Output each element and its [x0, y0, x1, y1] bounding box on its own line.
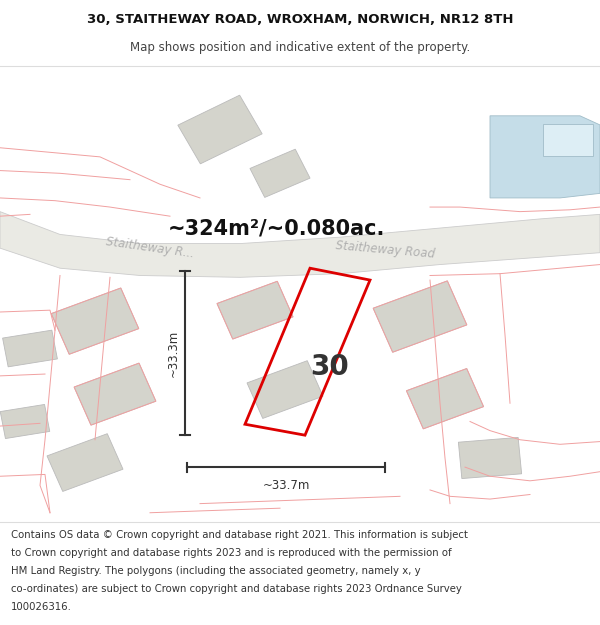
Polygon shape: [490, 116, 600, 198]
Text: co-ordinates) are subject to Crown copyright and database rights 2023 Ordnance S: co-ordinates) are subject to Crown copyr…: [11, 584, 461, 594]
Text: HM Land Registry. The polygons (including the associated geometry, namely x, y: HM Land Registry. The polygons (includin…: [11, 566, 421, 576]
Polygon shape: [178, 95, 262, 164]
Text: ~33.3m: ~33.3m: [167, 329, 179, 377]
Polygon shape: [406, 369, 484, 429]
Text: ~33.7m: ~33.7m: [262, 479, 310, 492]
Polygon shape: [250, 149, 310, 198]
Polygon shape: [74, 363, 156, 425]
Text: Map shows position and indicative extent of the property.: Map shows position and indicative extent…: [130, 41, 470, 54]
Polygon shape: [51, 288, 139, 354]
Polygon shape: [47, 434, 123, 491]
Text: 30: 30: [311, 352, 349, 381]
Text: Staitheway Road: Staitheway Road: [335, 239, 436, 261]
Polygon shape: [0, 212, 600, 278]
Polygon shape: [0, 404, 50, 439]
Polygon shape: [2, 330, 58, 367]
Text: 100026316.: 100026316.: [11, 602, 71, 612]
Polygon shape: [458, 438, 521, 479]
Text: Contains OS data © Crown copyright and database right 2021. This information is : Contains OS data © Crown copyright and d…: [11, 530, 468, 540]
Text: Staitheway R...: Staitheway R...: [105, 236, 195, 261]
Text: ~324m²/~0.080ac.: ~324m²/~0.080ac.: [168, 218, 385, 238]
Polygon shape: [247, 361, 323, 419]
Polygon shape: [217, 281, 293, 339]
Polygon shape: [373, 281, 467, 352]
Text: to Crown copyright and database rights 2023 and is reproduced with the permissio: to Crown copyright and database rights 2…: [11, 548, 451, 558]
Polygon shape: [543, 124, 593, 156]
Text: 30, STAITHEWAY ROAD, WROXHAM, NORWICH, NR12 8TH: 30, STAITHEWAY ROAD, WROXHAM, NORWICH, N…: [87, 13, 513, 26]
